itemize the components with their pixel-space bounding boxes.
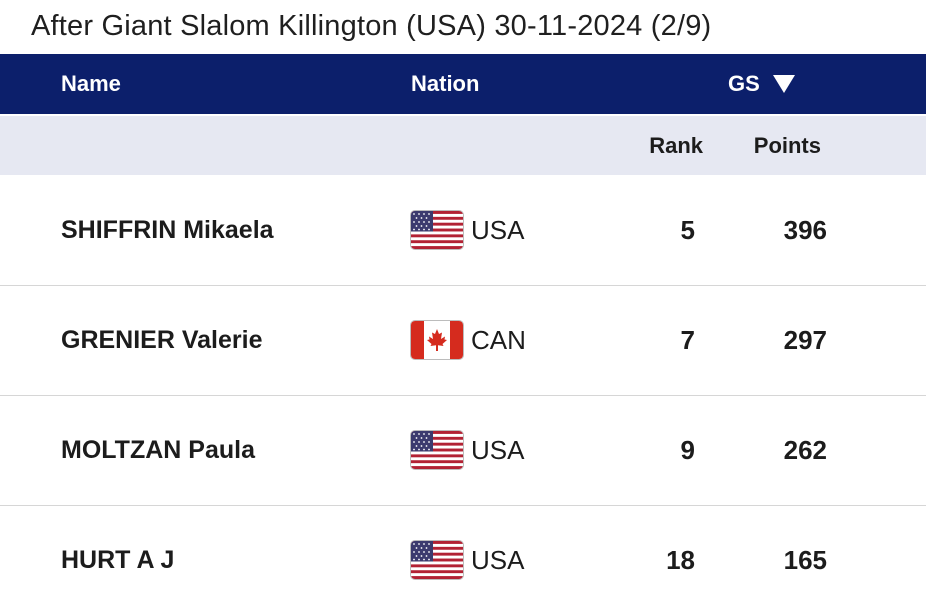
column-header-points: Points (753, 133, 821, 158)
canada-flag-icon (411, 321, 463, 359)
rank-value: 7 (680, 325, 695, 355)
points-value: 262 (783, 435, 827, 465)
points-value: 297 (783, 325, 827, 355)
athlete-name[interactable]: HURT A J (61, 546, 175, 574)
table-header: Name Nation GS (0, 54, 926, 114)
athlete-name[interactable]: GRENIER Valerie (61, 326, 263, 354)
table-row[interactable]: SHIFFRIN Mikaela USA 5 396 (0, 176, 926, 286)
triangle-down-icon[interactable] (773, 75, 795, 93)
athlete-name[interactable]: MOLTZAN Paula (61, 436, 255, 464)
table-subheader: Rank Points (0, 116, 926, 175)
rank-value: 5 (680, 215, 695, 245)
nation-code: USA (471, 545, 525, 575)
table-row[interactable]: MOLTZAN Paula USA 9 262 (0, 396, 926, 506)
athlete-name[interactable]: SHIFFRIN Mikaela (61, 216, 274, 244)
nation-code: CAN (471, 325, 526, 355)
column-header-rank: Rank (649, 133, 703, 158)
points-value: 165 (783, 545, 827, 575)
nation-code: USA (471, 435, 525, 465)
points-value: 396 (783, 215, 827, 245)
page-title: After Giant Slalom Killington (USA) 30-1… (31, 10, 712, 42)
rank-value: 9 (680, 435, 695, 465)
column-header-gs[interactable]: GS (728, 71, 760, 96)
usa-flag-icon (411, 541, 463, 579)
usa-flag-icon (411, 431, 463, 469)
table-row[interactable]: GRENIER Valerie CAN 7 297 (0, 286, 926, 396)
column-header-name[interactable]: Name (61, 71, 121, 96)
rank-value: 18 (666, 545, 695, 575)
column-header-nation[interactable]: Nation (411, 71, 480, 96)
usa-flag-icon (411, 211, 463, 249)
table-row[interactable]: HURT A J USA 18 165 (0, 506, 926, 615)
nation-code: USA (471, 215, 525, 245)
